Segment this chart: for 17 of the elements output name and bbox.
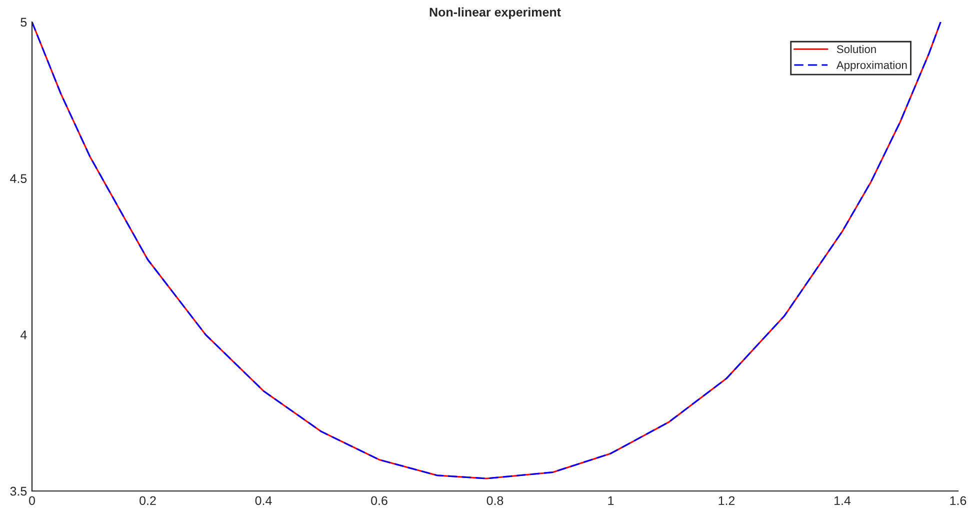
x-tick-label: 0.6 [371,496,388,506]
y-tick-label: 4 [20,330,27,340]
x-tick-label: 0.8 [486,496,504,506]
y-tick-label: 4.5 [10,174,27,183]
x-tick-label: 1.2 [718,496,735,505]
x-tick-label: 1.6 [950,496,966,506]
chart-title: Non-linear experiment [430,7,561,20]
x-tick-label: 1.4 [834,496,851,505]
x-tick-label: 0.4 [255,496,272,506]
line-series [32,22,942,480]
legend-label: Approximation [836,60,907,72]
x-tick-label: 1 [608,496,614,505]
legend-label: Solution [836,44,876,54]
x-tick-label: 0 [29,496,35,506]
x-tick-label: 0.2 [140,496,156,506]
y-tick-label: 3.5 [10,486,27,496]
y-tick-label: 5 [20,18,27,27]
